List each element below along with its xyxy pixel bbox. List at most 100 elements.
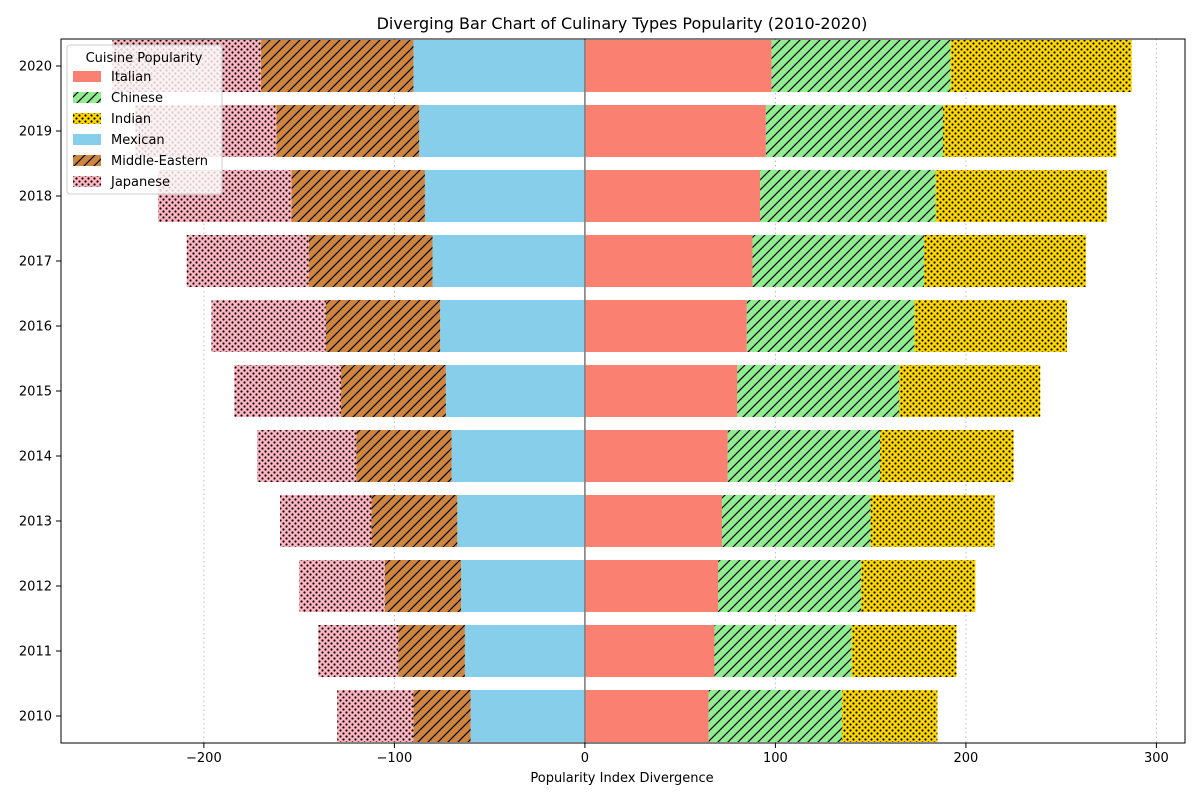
x-tick-label: −200 [186, 751, 222, 766]
bar-hatch-chinese [765, 105, 944, 157]
y-tick-label: 2012 [19, 580, 52, 595]
bar-hatch-indian [935, 170, 1107, 222]
bar-italian [584, 625, 715, 677]
y-tick-label: 2013 [19, 515, 52, 530]
bar-hatch-chinese [714, 625, 852, 677]
bar-hatch-middle-eastern [371, 495, 458, 547]
bar-hatch-indian [842, 690, 938, 742]
legend-label-indian: Indian [111, 112, 151, 127]
chart-title: Diverging Bar Chart of Culinary Types Po… [377, 14, 868, 33]
bar-italian [584, 690, 709, 742]
x-axis: −200 −100 0 100 200 300 [186, 743, 1169, 766]
bar-hatch-middle-eastern [325, 300, 441, 352]
legend-label-italian: Italian [111, 70, 151, 85]
legend-swatch-hatch-chinese [73, 92, 101, 103]
bar-mexican [451, 430, 585, 482]
y-tick-label: 2018 [19, 190, 52, 205]
bar-italian [584, 170, 761, 222]
legend-items: Italian Chinese Indian Mexican Middle-Easter… [73, 70, 208, 190]
bar-hatch-chinese [708, 690, 843, 742]
bar-hatch-japanese [337, 690, 414, 742]
bar-hatch-japanese [299, 560, 385, 612]
bar-mexican [424, 170, 585, 222]
bar-hatch-japanese [318, 625, 399, 677]
bar-hatch-indian [914, 300, 1067, 352]
bar-hatch-chinese [746, 300, 915, 352]
legend-label-middle-eastern: Middle-Eastern [111, 154, 208, 169]
legend: Cuisine Popularity Italian Chinese Indian M… [66, 44, 223, 195]
bar-hatch-indian [943, 105, 1117, 157]
y-tick-label: 2010 [19, 710, 52, 725]
bar-hatch-chinese [727, 430, 881, 482]
y-axis: 2010 2011 2012 2013 2014 2015 2016 2017 2018 2019… [19, 60, 61, 725]
y-tick-label: 2020 [19, 60, 52, 75]
bar-hatch-japanese [280, 495, 372, 547]
bar-hatch-indian [924, 235, 1086, 287]
legend-label-mexican: Mexican [111, 133, 165, 148]
bar-italian [584, 365, 738, 417]
x-tick-label: 100 [763, 751, 788, 766]
y-tick-label: 2014 [19, 450, 52, 465]
bar-mexican [432, 235, 585, 287]
bar-hatch-chinese [718, 560, 862, 612]
legend-swatch-italian [73, 71, 101, 82]
y-tick-label: 2016 [19, 320, 52, 335]
bar-italian [584, 560, 719, 612]
bar-mexican [413, 40, 585, 92]
bar-hatch-japanese [257, 430, 357, 482]
bar-italian [584, 105, 766, 157]
bar-mexican [440, 300, 585, 352]
legend-swatch-mexican [73, 134, 101, 145]
legend-swatch-hatch-middle-eastern [73, 155, 101, 166]
bar-hatch-indian [861, 560, 976, 612]
legend-box [66, 44, 223, 195]
bar-hatch-middle-eastern [308, 235, 433, 287]
bar-italian [584, 300, 747, 352]
bar-hatch-chinese [752, 235, 925, 287]
bar-hatch-indian [880, 430, 1014, 482]
x-tick-label: 0 [581, 751, 589, 766]
y-tick-label: 2019 [19, 125, 52, 140]
x-tick-label: −100 [377, 751, 413, 766]
legend-label-chinese: Chinese [111, 91, 163, 106]
bar-italian [584, 495, 723, 547]
legend-swatch-hatch-japanese [73, 176, 101, 187]
x-axis-label: Popularity Index Divergence [530, 771, 713, 786]
legend-label-japanese: Japanese [110, 175, 170, 190]
bar-hatch-chinese [760, 170, 936, 222]
bar-italian [584, 40, 772, 92]
bar-hatch-middle-eastern [341, 365, 446, 417]
bar-hatch-middle-eastern [356, 430, 452, 482]
bar-mexican [464, 625, 585, 677]
bar-hatch-middle-eastern [384, 560, 462, 612]
bar-hatch-middle-eastern [261, 40, 414, 92]
bar-mexican [461, 560, 585, 612]
bar-mexican [419, 105, 585, 157]
bar-hatch-indian [851, 625, 957, 677]
legend-swatch-hatch-indian [73, 113, 101, 124]
bar-hatch-middle-eastern [413, 690, 471, 742]
bar-hatch-indian [870, 495, 995, 547]
bar-hatch-japanese [186, 235, 309, 287]
bar-italian [584, 430, 728, 482]
bar-hatch-chinese [722, 495, 871, 547]
bar-italian [584, 235, 753, 287]
bar-hatch-middle-eastern [276, 105, 420, 157]
bar-hatch-indian [899, 365, 1041, 417]
bar-hatch-japanese [234, 365, 342, 417]
bar-mexican [470, 690, 585, 742]
x-tick-label: 300 [1144, 751, 1169, 766]
y-tick-label: 2017 [19, 255, 52, 270]
bar-hatch-middle-eastern [398, 625, 465, 677]
legend-title: Cuisine Popularity [86, 51, 203, 66]
bar-hatch-indian [950, 40, 1132, 92]
bar-hatch-chinese [771, 40, 951, 92]
bar-mexican [457, 495, 585, 547]
bar-hatch-middle-eastern [291, 170, 425, 222]
bar-mexican [445, 365, 585, 417]
y-tick-label: 2015 [19, 385, 52, 400]
bar-hatch-japanese [211, 300, 326, 352]
bars [112, 40, 1132, 742]
y-tick-label: 2011 [19, 645, 52, 660]
